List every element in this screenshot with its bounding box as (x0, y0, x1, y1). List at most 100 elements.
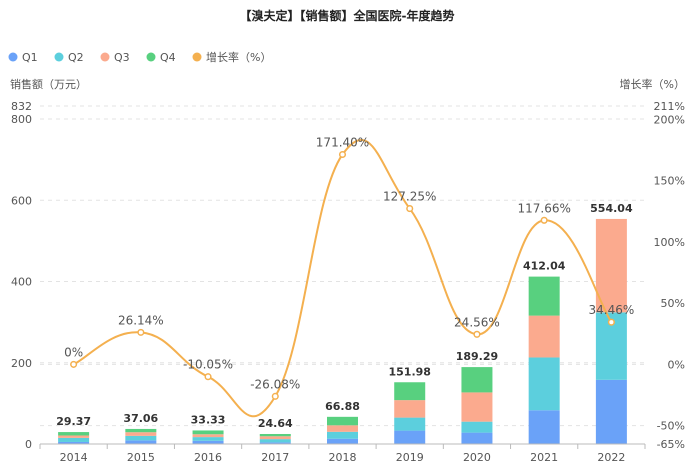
legend-swatch (192, 52, 202, 62)
bar-segment-q4[interactable] (394, 382, 426, 401)
bar-segment-q2[interactable] (394, 417, 426, 431)
growth-point[interactable] (137, 328, 145, 336)
legend-label: Q3 (114, 51, 130, 64)
bar-segment-q1[interactable] (192, 440, 224, 444)
y-right-tick-label: 100% (654, 236, 685, 249)
bar-segment-q4[interactable] (259, 433, 291, 437)
bar-segment-q4[interactable] (192, 430, 224, 435)
chart-title: 【溴夫定】【销售额】全国医院-年度趋势 (240, 8, 455, 23)
total-label: 37.06 (123, 412, 158, 425)
y-right-tick-label: -50% (657, 420, 685, 433)
y-left-tick-label: 832 (11, 100, 32, 113)
x-tick-label: 2020 (463, 451, 491, 464)
bar-segment-q3[interactable] (125, 432, 157, 436)
bar-segment-q3[interactable] (259, 436, 291, 440)
growth-point[interactable] (271, 392, 279, 400)
y-right-ticks: -65% -50% 0% 50% 100% 150% 200%211% (654, 100, 685, 451)
growth-label: 127.25% (383, 190, 436, 204)
growth-point[interactable] (70, 360, 78, 368)
x-tick-label: 2022 (597, 451, 625, 464)
bar-segment-q2[interactable] (125, 435, 157, 441)
growth-point[interactable] (204, 373, 212, 381)
legend-item[interactable]: Q1 (8, 51, 38, 64)
bar-segment-q2[interactable] (327, 431, 358, 439)
growth-label: -10.05% (183, 358, 233, 372)
bar-segment-q1[interactable] (595, 379, 627, 444)
y-right-tick-label: 0% (668, 358, 685, 371)
bar-segment-q2[interactable] (192, 437, 224, 441)
bar-segment-q4[interactable] (327, 416, 358, 426)
total-label: 29.37 (56, 415, 91, 428)
bar-segment-q4[interactable] (528, 276, 560, 316)
bar-segment-q3[interactable] (192, 434, 224, 438)
bar-segment-q1[interactable] (125, 440, 157, 444)
y-right-axis-label: 增长率（%） (620, 77, 685, 91)
y-right-tick-label: 150% (654, 175, 685, 188)
total-label: 33.33 (191, 413, 226, 426)
bar-segment-q4[interactable] (125, 428, 157, 433)
bar-segment-q3[interactable] (327, 425, 358, 432)
legend: Q1 Q2 Q3 Q4 增长率（%） (8, 50, 272, 64)
total-label: 66.88 (325, 400, 360, 413)
y-right-tick-label: 211% (654, 100, 685, 113)
y-left-tick-label: 200 (11, 357, 32, 370)
y-left-tick-label: 400 (11, 276, 32, 289)
bar-segment-q3[interactable] (595, 218, 627, 313)
x-tick-label: 2019 (396, 451, 424, 464)
x-tick-label: 2015 (127, 451, 155, 464)
legend-label: Q1 (22, 51, 38, 64)
legend-swatch (146, 52, 156, 62)
growth-label: 117.66% (517, 201, 570, 215)
bar-segment-q1[interactable] (58, 441, 90, 444)
growth-label: 26.14% (118, 313, 164, 327)
total-label: 189.29 (456, 350, 498, 363)
bar-segment-q1[interactable] (327, 438, 358, 444)
legend-item[interactable]: Q3 (100, 51, 130, 64)
bar-segment-q2[interactable] (259, 439, 291, 443)
growth-point[interactable] (473, 330, 481, 338)
bar-segment-q1[interactable] (394, 430, 426, 444)
bar-segment-q3[interactable] (394, 400, 426, 418)
legend-item[interactable]: 增长率（%） (192, 50, 272, 64)
total-label: 412.04 (523, 260, 566, 273)
total-label: 554.04 (590, 202, 633, 215)
bar-segment-q4[interactable] (58, 432, 90, 436)
bars (58, 218, 627, 444)
growth-point[interactable] (406, 205, 414, 213)
y-right-tick-label: 50% (661, 297, 685, 310)
legend-item[interactable]: Q4 (146, 51, 176, 64)
total-label: 151.98 (388, 365, 430, 378)
total-label: 24.64 (258, 417, 293, 430)
growth-label: 0% (64, 345, 83, 359)
growth-point[interactable] (607, 318, 615, 326)
growth-label: 34.46% (589, 303, 635, 317)
growth-label: 171.40% (316, 135, 369, 149)
bar-segment-q2[interactable] (58, 437, 90, 442)
growth-point[interactable] (338, 150, 347, 159)
x-tick-label: 2021 (530, 451, 558, 464)
legend-label: Q4 (160, 51, 176, 64)
bar-segment-q3[interactable] (58, 435, 90, 438)
bar-segment-q3[interactable] (528, 315, 560, 358)
legend-label: 增长率（%） (206, 50, 271, 64)
growth-line: 0% 26.14% -10.05% -26.08% 171.40% 127.25% 24.5… (64, 135, 635, 418)
bar-segment-q1[interactable] (259, 442, 291, 444)
bar-segment-q4[interactable] (461, 367, 493, 393)
x-tick-label: 2014 (60, 451, 88, 464)
legend-item[interactable]: Q2 (54, 51, 84, 64)
x-axis: 2014 2015 2016 2017 2018 2019 2020 2021 2022 (39, 443, 646, 464)
y-left-axis-label: 销售额（万元） (10, 77, 87, 91)
y-right-tick-label: -65% (657, 438, 685, 451)
bar-segment-q2[interactable] (528, 357, 560, 411)
y-left-tick-label: 0 (25, 438, 32, 451)
legend-swatch (100, 52, 110, 62)
legend-label: Q2 (68, 51, 84, 64)
bar-segment-q1[interactable] (461, 432, 493, 444)
bar-segment-q1[interactable] (528, 410, 560, 444)
bar-segment-q3[interactable] (461, 392, 493, 422)
legend-swatch (8, 52, 18, 62)
growth-point[interactable] (540, 216, 548, 224)
bar-segment-q2[interactable] (461, 421, 493, 433)
